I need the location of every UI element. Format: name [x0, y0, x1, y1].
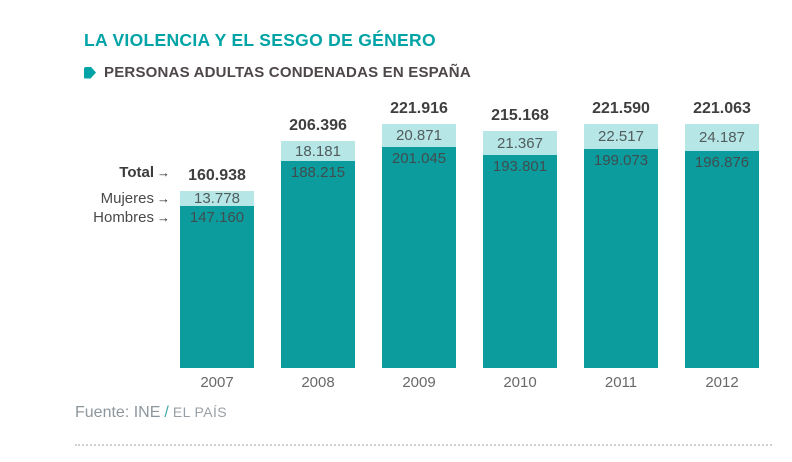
legend-hombres-text: Hombres: [93, 209, 154, 226]
total-value-2007: 160.938: [188, 167, 246, 184]
bar-segment-mujeres-2007: 13.778: [180, 190, 254, 207]
total-value-2011: 221.590: [592, 100, 650, 117]
bar-segment-hombres-2009: 201.045: [382, 147, 456, 368]
bar-group-2011: 221.590 22.517 199.073: [584, 100, 658, 368]
x-axis-label-2008: 2008: [301, 374, 335, 391]
source-separator: /: [164, 404, 169, 421]
x-axis-label-2009: 2009: [402, 374, 436, 391]
bar-segment-mujeres-2011: 22.517: [584, 124, 658, 149]
mujeres-value-2009: 20.871: [396, 127, 442, 144]
mujeres-value-2012: 24.187: [699, 129, 745, 146]
bar-group-2010: 215.168 21.367 193.801: [483, 107, 557, 368]
legend-mujeres-text: Mujeres: [100, 190, 154, 207]
source-line: Fuente: INE / EL PAÍS: [75, 404, 227, 422]
source-text: Fuente: INE: [75, 404, 161, 421]
hombres-value-2010: 193.801: [492, 158, 548, 175]
mujeres-value-2010: 21.367: [497, 134, 543, 152]
right-arrow-icon: →: [157, 210, 170, 225]
bar-segment-mujeres-2010: 21.367: [483, 131, 557, 155]
brand-text: EL PAÍS: [172, 404, 227, 420]
bar-segment-hombres-2007: 147.160: [180, 206, 254, 368]
total-value-2009: 221.916: [390, 100, 448, 117]
right-arrow-icon: →: [157, 191, 170, 206]
bar-segment-mujeres-2012: 24.187: [685, 124, 759, 151]
bar-segment-mujeres-2009: 20.871: [382, 124, 456, 147]
chart-subtitle: PERSONAS ADULTAS CONDENADAS EN ESPAÑA: [84, 64, 471, 81]
mujeres-value-2007: 13.778: [194, 190, 240, 207]
hombres-value-2012: 196.876: [694, 154, 750, 171]
chart-subtitle-text: PERSONAS ADULTAS CONDENADAS EN ESPAÑA: [104, 64, 471, 81]
right-arrow-icon: →: [157, 165, 170, 180]
bar-group-2007: 160.938 13.778 147.160: [180, 167, 254, 368]
mujeres-value-2008: 18.181: [295, 142, 341, 160]
hombres-value-2011: 199.073: [593, 152, 649, 169]
bar-segment-mujeres-2008: 18.181: [281, 141, 355, 161]
legend-total-label: Total →: [58, 164, 170, 182]
x-axis-label-2010: 2010: [503, 374, 537, 391]
x-axis-label-2007: 2007: [200, 374, 234, 391]
total-value-2010: 215.168: [491, 107, 549, 124]
x-axis-label-2012: 2012: [705, 374, 739, 391]
chart-title: LA VIOLENCIA Y EL SESGO DE GÉNERO: [84, 30, 436, 50]
bar-segment-hombres-2011: 199.073: [584, 149, 658, 368]
bar-segment-hombres-2012: 196.876: [685, 151, 759, 368]
bullet-marker-icon: [84, 66, 96, 79]
hombres-value-2009: 201.045: [391, 150, 447, 167]
bottom-divider: [75, 444, 772, 446]
hombres-value-2007: 147.160: [189, 209, 245, 226]
legend-mujeres-label: Mujeres →: [58, 190, 170, 208]
bar-group-2009: 221.916 20.871 201.045: [382, 100, 456, 368]
legend-total-text: Total: [119, 164, 154, 181]
hombres-value-2008: 188.215: [290, 164, 346, 181]
total-value-2008: 206.396: [289, 117, 347, 134]
mujeres-value-2011: 22.517: [598, 128, 644, 145]
total-value-2012: 221.063: [693, 100, 751, 117]
bar-group-2012: 221.063 24.187 196.876: [685, 100, 759, 368]
x-axis-label-2011: 2011: [604, 374, 638, 391]
legend-hombres-label: Hombres →: [58, 209, 170, 227]
bar-group-2008: 206.396 18.181 188.215: [281, 117, 355, 368]
bar-segment-hombres-2010: 193.801: [483, 155, 557, 368]
bar-segment-hombres-2008: 188.215: [281, 161, 355, 368]
